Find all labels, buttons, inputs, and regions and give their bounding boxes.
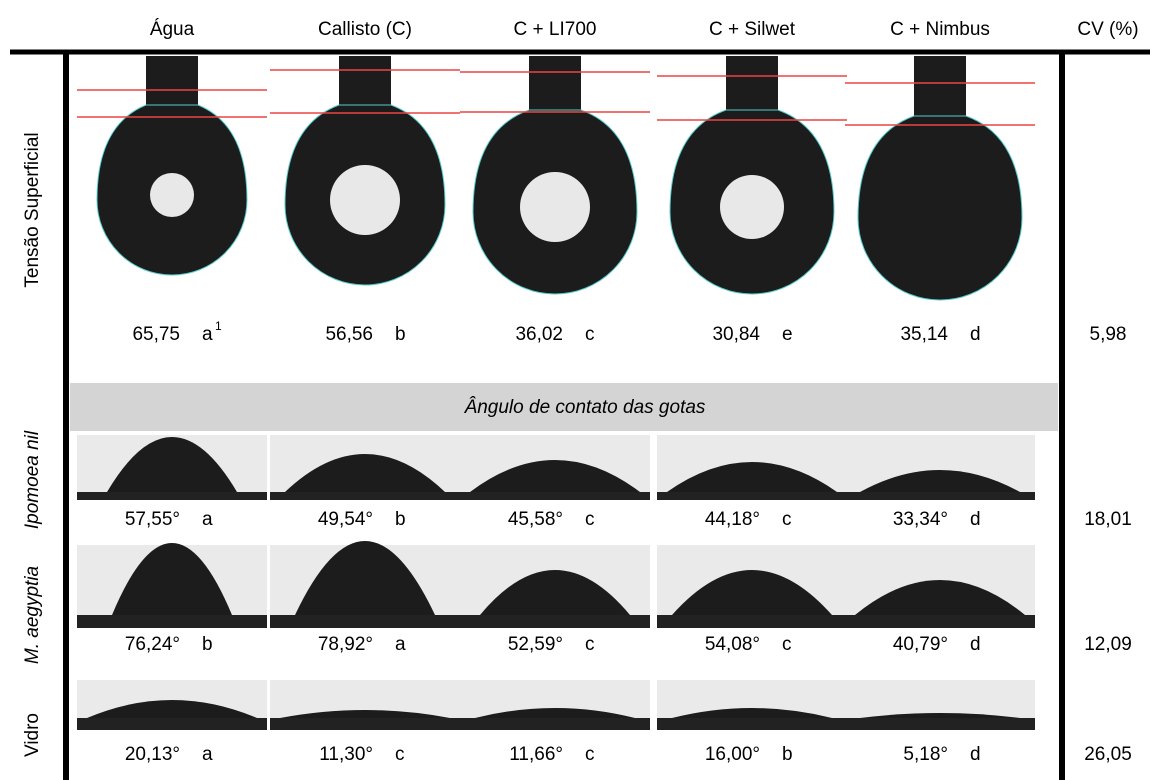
column-header: C + Nimbus	[890, 19, 990, 40]
letter: c	[585, 634, 595, 655]
drop-highlight	[520, 172, 590, 242]
sessile-drop	[475, 708, 635, 718]
row-label: M. aegyptia	[22, 566, 43, 664]
cv-value: 26,05	[1084, 744, 1132, 765]
letter: e	[782, 324, 793, 345]
letter: c	[395, 744, 405, 765]
sessile-drop	[112, 543, 232, 615]
sessile-drop	[667, 462, 837, 492]
surface	[77, 718, 267, 730]
letter: b	[202, 634, 213, 655]
surface	[657, 615, 847, 628]
sessile-drop	[672, 570, 832, 615]
row-label: Tensão Superficial	[22, 132, 43, 287]
value: 54,08°	[705, 634, 760, 655]
sessile-drop	[470, 460, 640, 492]
sessile-drop	[672, 708, 832, 718]
column-header: Callisto (C)	[318, 19, 412, 40]
letter: b	[395, 324, 406, 345]
value: 57,55°	[125, 509, 180, 530]
row-label: Ipomoea nil	[22, 430, 43, 529]
letter: d	[970, 509, 981, 530]
letter: d	[970, 634, 981, 655]
letter: b	[395, 509, 406, 530]
letter: c	[585, 744, 595, 765]
value: 76,24°	[125, 634, 180, 655]
surface	[845, 615, 1035, 628]
row-label: Vidro	[22, 713, 43, 757]
letter: a	[202, 509, 213, 530]
sessile-drop	[107, 437, 237, 492]
letter: a	[395, 634, 406, 655]
value: 65,75	[132, 324, 180, 345]
sessile-drop	[87, 700, 257, 718]
surface	[77, 615, 267, 628]
value: 49,54°	[318, 509, 373, 530]
value: 45,58°	[508, 509, 563, 530]
section-band	[70, 383, 1058, 431]
surface	[270, 615, 460, 628]
value: 5,18°	[903, 744, 948, 765]
surface	[460, 718, 650, 730]
column-header: Água	[150, 19, 195, 40]
sessile-drop	[860, 470, 1020, 492]
value: 52,59°	[508, 634, 563, 655]
surface	[657, 718, 847, 730]
value: 35,14	[900, 324, 948, 345]
letter: c	[782, 634, 792, 655]
letter: b	[782, 744, 793, 765]
cv-value: 5,98	[1090, 324, 1127, 345]
sessile-drop	[855, 580, 1025, 615]
value: 36,02	[515, 324, 563, 345]
letter: c	[782, 509, 792, 530]
surface	[845, 492, 1035, 500]
letter: a	[202, 324, 213, 345]
value: 30,84	[712, 324, 760, 345]
value: 11,66°	[509, 744, 563, 765]
surface	[77, 492, 267, 500]
cv-header: CV (%)	[1077, 19, 1138, 40]
value: 33,34°	[893, 509, 948, 530]
letter: c	[585, 509, 595, 530]
letter: a	[202, 744, 213, 765]
column-header: C + Silwet	[709, 19, 796, 40]
cv-value: 12,09	[1084, 634, 1132, 655]
sessile-drop	[295, 541, 435, 615]
value: 40,79°	[893, 634, 948, 655]
value: 16,00°	[705, 744, 760, 765]
sessile-drop	[480, 570, 630, 615]
surface	[270, 492, 460, 500]
column-header: C + LI700	[514, 19, 597, 40]
letter: d	[970, 744, 981, 765]
sessile-drop	[860, 713, 1020, 718]
drop-highlight	[720, 175, 784, 239]
pendant-drop	[857, 115, 1023, 301]
surface	[657, 492, 847, 500]
surface	[270, 718, 460, 730]
drop-highlight	[150, 173, 194, 217]
letter: c	[585, 324, 595, 345]
surface	[845, 718, 1035, 730]
drop-images	[77, 56, 1035, 730]
footnote-mark: 1	[215, 319, 222, 333]
value: 44,18°	[705, 509, 760, 530]
value: 20,13°	[125, 744, 180, 765]
drop-highlight	[330, 165, 400, 235]
value: 78,92°	[318, 634, 373, 655]
sessile-drop	[280, 710, 450, 718]
sessile-drop	[285, 454, 445, 492]
section-title: Ângulo de contato das gotas	[464, 396, 706, 418]
surface	[460, 492, 650, 500]
letter: d	[970, 324, 981, 345]
value: 11,30°	[319, 744, 373, 765]
cv-value: 18,01	[1084, 509, 1132, 530]
value: 56,56	[325, 324, 373, 345]
surface	[460, 615, 650, 628]
